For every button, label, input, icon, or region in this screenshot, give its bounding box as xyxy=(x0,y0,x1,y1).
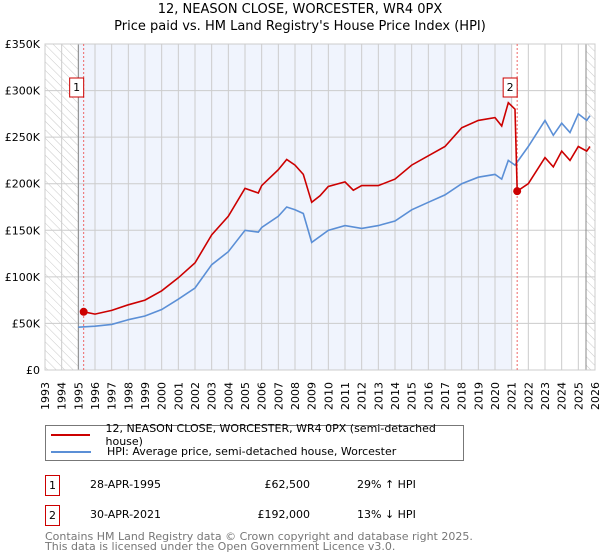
y-tick-label: £50K xyxy=(12,317,41,330)
x-tick-label: 2008 xyxy=(289,382,302,410)
x-tick-label: 2003 xyxy=(206,382,219,410)
x-tick-label: 2020 xyxy=(489,382,502,410)
transaction-row: 1 28-APR-1995 £62,500 29% ↑ HPI xyxy=(45,475,445,496)
x-tick-label: 2001 xyxy=(172,382,185,410)
x-tick-label: 2026 xyxy=(589,382,600,410)
sale-badge: 1 xyxy=(45,475,60,496)
x-tick-label: 2004 xyxy=(222,382,235,410)
x-tick-label: 1994 xyxy=(56,382,69,410)
footer-copyright: Contains HM Land Registry data © Crown c… xyxy=(45,530,473,543)
y-tick-label: £100K xyxy=(5,271,41,284)
x-tick-label: 2015 xyxy=(406,382,419,410)
y-tick-label: £200K xyxy=(5,178,41,191)
x-tick-label: 1998 xyxy=(122,382,135,410)
x-tick-label: 2009 xyxy=(306,382,319,410)
x-tick-label: 2019 xyxy=(472,382,485,410)
x-tick-label: 1993 xyxy=(39,382,52,410)
sale-price: £192,000 xyxy=(257,508,311,521)
x-tick-label: 2014 xyxy=(389,382,402,410)
y-tick-label: £150K xyxy=(5,224,41,237)
x-tick-label: 2022 xyxy=(522,382,535,410)
sale-hpi-diff: 13% ↓ HPI xyxy=(357,508,416,521)
chart-subtitle: Price paid vs. HM Land Registry's House … xyxy=(114,19,486,34)
x-tick-label: 2007 xyxy=(272,382,285,410)
sale-label-box xyxy=(69,77,85,98)
x-tick-label: 2011 xyxy=(339,382,352,410)
x-tick-label: 1999 xyxy=(139,382,152,410)
x-tick-label: 2013 xyxy=(372,382,385,410)
legend-swatch-blue xyxy=(51,450,91,453)
x-tick-label: 1997 xyxy=(106,382,119,410)
sale-hpi-diff: 29% ↑ HPI xyxy=(357,478,416,491)
x-tick-label: 2023 xyxy=(539,382,552,410)
sale-point xyxy=(79,307,88,316)
sale-badge: 2 xyxy=(45,505,60,526)
legend-label: 12, NEASON CLOSE, WORCESTER, WR4 0PX (se… xyxy=(105,421,436,448)
hatched-region-after xyxy=(586,44,595,370)
x-tick-label: 2025 xyxy=(572,382,585,410)
sale-price: £62,500 xyxy=(264,478,311,491)
sale-date: 30-APR-2021 xyxy=(90,508,162,521)
sale-date: 28-APR-1995 xyxy=(90,478,162,491)
x-tick-label: 2005 xyxy=(239,382,252,410)
x-tick-label: 2018 xyxy=(456,382,469,410)
x-tick-label: 2016 xyxy=(422,382,435,410)
price-chart: 1993 1994 1995 1996 1997 1998 1999 2000 2001 2002… xyxy=(5,38,600,410)
transaction-row: 2 30-APR-2021 £192,000 13% ↓ HPI xyxy=(45,505,445,526)
y-tick-label: £300K xyxy=(5,85,41,98)
sale-label-box xyxy=(502,77,518,98)
legend-item-hpi: HPI: Average price, semi-detached house,… xyxy=(46,443,396,460)
plot-border xyxy=(44,43,596,371)
sale-label: 1 xyxy=(73,81,80,94)
x-tick-label: 2000 xyxy=(156,382,169,410)
y-tick-label: £350K xyxy=(5,38,41,51)
x-tick-label: 1996 xyxy=(89,382,102,410)
x-tick-label: 2002 xyxy=(189,382,202,410)
legend-swatch-red xyxy=(51,433,90,436)
legend-item-property: 12, NEASON CLOSE, WORCESTER, WR4 0PX (se… xyxy=(46,422,463,448)
chart-title: 12, NEASON CLOSE, WORCESTER, WR4 0PX xyxy=(157,2,443,17)
x-tick-label: 1995 xyxy=(72,382,85,410)
x-tick-label: 2024 xyxy=(556,382,569,410)
y-tick-label: £250K xyxy=(5,131,41,144)
x-tick-label: 2006 xyxy=(256,382,269,410)
chart-legend: 12, NEASON CLOSE, WORCESTER, WR4 0PX (se… xyxy=(45,422,464,461)
x-tick-label: 2012 xyxy=(356,382,369,410)
y-tick-label: £0 xyxy=(26,364,40,377)
sale-point xyxy=(513,187,522,196)
sale-label: 2 xyxy=(507,81,514,94)
x-tick-label: 2017 xyxy=(439,382,452,410)
hpi-line xyxy=(78,112,591,328)
x-tick-label: 2010 xyxy=(322,382,335,410)
legend-label: HPI: Average price, semi-detached house,… xyxy=(107,445,397,458)
footer-licence: This data is licensed under the Open Gov… xyxy=(45,540,396,553)
x-tick-label: 2021 xyxy=(506,382,519,410)
property-price-line xyxy=(83,101,591,315)
